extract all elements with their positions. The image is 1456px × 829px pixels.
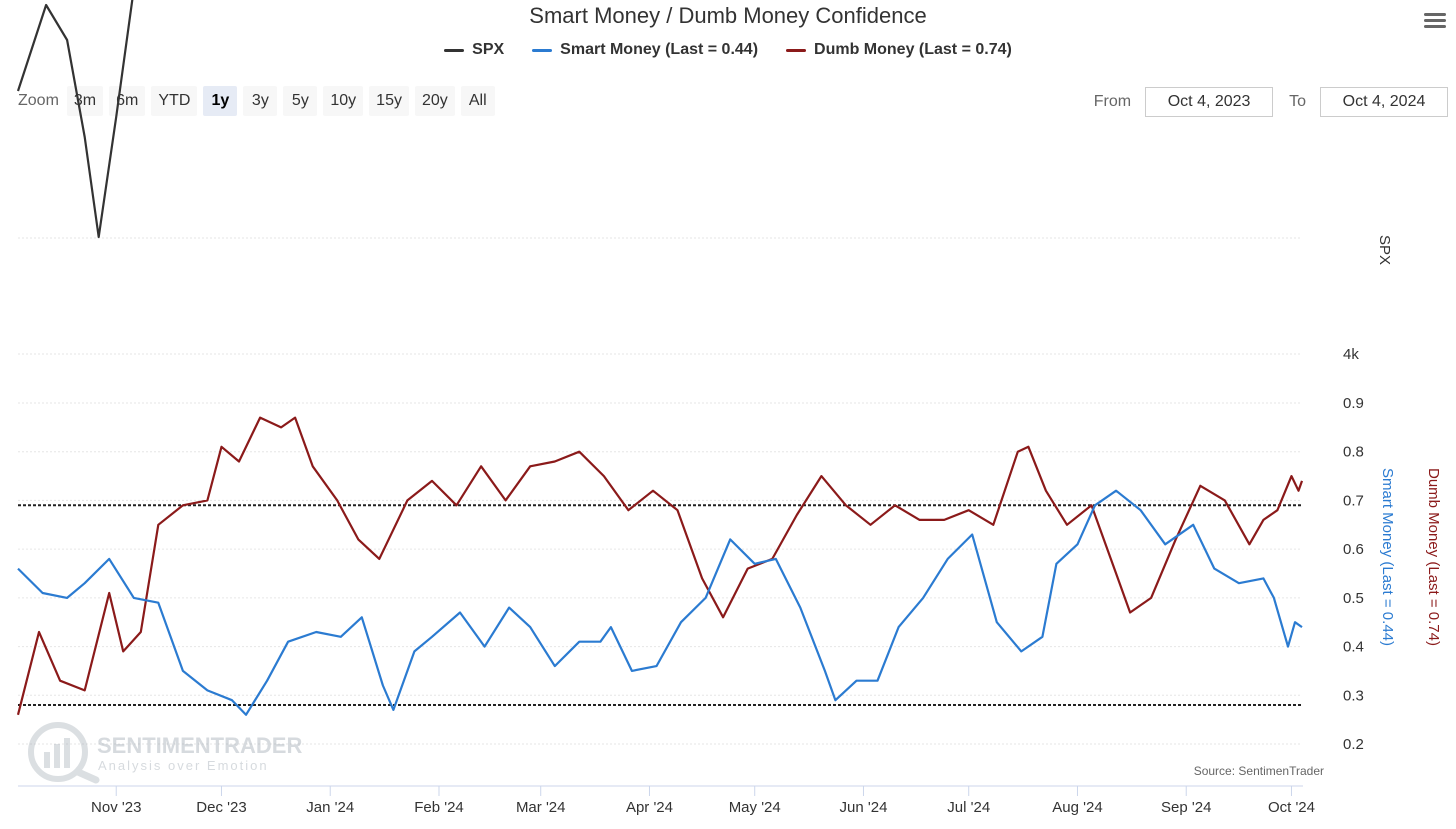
y-tick-label: 0.6 [1343,541,1364,558]
from-date-input[interactable]: Oct 4, 2023 [1145,87,1274,117]
x-tick-label: Jun '24 [840,799,888,816]
watermark: SENTIMENTRADER Analysis over Emotion [28,722,302,784]
x-tick-label: Dec '23 [196,799,246,816]
zoom-button-1y[interactable]: 1y [203,86,238,116]
date-range: From Oct 4, 2023 To Oct 4, 2024 [1094,87,1448,117]
smart-money-line[interactable] [17,489,1303,716]
to-label: To [1289,93,1306,110]
reference-lines [18,504,1302,707]
x-tick-label: May '24 [729,799,781,816]
x-tick-label: Nov '23 [91,799,141,816]
y-tick-label: 0.7 [1343,492,1364,509]
legend-label-spx: SPX [472,41,505,58]
zoom-label: Zoom [18,92,59,109]
legend-label-dumb-money: Dumb Money (Last = 0.74) [814,41,1012,58]
x-tick-label: Jul '24 [947,799,990,816]
dumb-money-line[interactable] [16,416,1304,716]
dumb-money-axis-title: Dumb Money (Last = 0.74) [1425,468,1442,646]
zoom-bar: Zoom 3m 6m YTD 1y 3y 5y 10y 15y 20y All [18,86,495,116]
legend-item-smart-money[interactable]: Smart Money (Last = 0.44) [532,41,758,59]
x-tick-label: Sep '24 [1161,799,1211,816]
zoom-button-ytd[interactable]: YTD [151,86,198,116]
y-tick-label: 0.8 [1343,444,1364,461]
x-tick-label: Apr '24 [626,799,673,816]
spx-axis-title: SPX [1376,235,1393,265]
x-tick-label: Jan '24 [306,799,354,816]
y-tick-label: 0.9 [1343,395,1364,412]
y-tick-label: 0.3 [1343,687,1364,704]
watermark-tagline: Analysis over Emotion [98,758,269,773]
from-label: From [1093,93,1132,110]
y-tick-labels: 0.2 0.3 0.4 0.5 0.6 0.7 0.8 0.9 4k [1343,346,1364,753]
legend-item-spx[interactable]: SPX [444,41,504,59]
x-tick-label: Aug '24 [1052,799,1102,816]
y-tick-label: 0.5 [1343,590,1364,607]
zoom-button-3m[interactable]: 3m [66,86,104,116]
legend-swatch-spx [444,48,465,52]
spx-y-tick-label: 4k [1343,346,1359,363]
zoom-button-15y[interactable]: 15y [369,86,409,116]
x-tick-labels: Nov '23 Dec '23 Jan '24 Feb '24 Mar '24 Apr '… [91,786,1315,816]
spx-line[interactable] [16,0,1302,239]
zoom-button-6m[interactable]: 6m [109,86,146,116]
zoom-button-5y[interactable]: 5y [283,86,318,116]
chart-title: Smart Money / Dumb Money Confidence [529,3,927,28]
hamburger-menu-icon[interactable] [1424,10,1446,32]
series-layer [16,0,1304,716]
watermark-brand: SENTIMENTRADER [97,733,302,758]
legend-swatch-dumb-money [786,48,807,52]
smart-money-axis-title: Smart Money (Last = 0.44) [1379,468,1396,646]
zoom-button-all[interactable]: All [460,86,495,116]
to-date-input[interactable]: Oct 4, 2024 [1320,87,1448,117]
zoom-button-3y[interactable]: 3y [243,86,278,116]
y-tick-label: 0.4 [1343,639,1364,656]
legend-swatch-smart-money [532,48,553,52]
zoom-button-20y[interactable]: 20y [414,86,455,116]
x-tick-label: Feb '24 [414,799,464,816]
watermark-logo-icon [28,722,100,784]
x-tick-label: Oct '24 [1268,799,1315,816]
legend-item-dumb-money[interactable]: Dumb Money (Last = 0.74) [786,41,1012,59]
x-tick-label: Mar '24 [516,799,566,816]
y-tick-label: 0.2 [1343,736,1364,753]
chart-legend: SPX Smart Money (Last = 0.44) Dumb Money… [0,41,1456,59]
legend-label-smart-money: Smart Money (Last = 0.44) [560,41,759,58]
source-credit: Source: SentimenTrader [1194,764,1324,778]
zoom-button-10y[interactable]: 10y [323,86,364,116]
